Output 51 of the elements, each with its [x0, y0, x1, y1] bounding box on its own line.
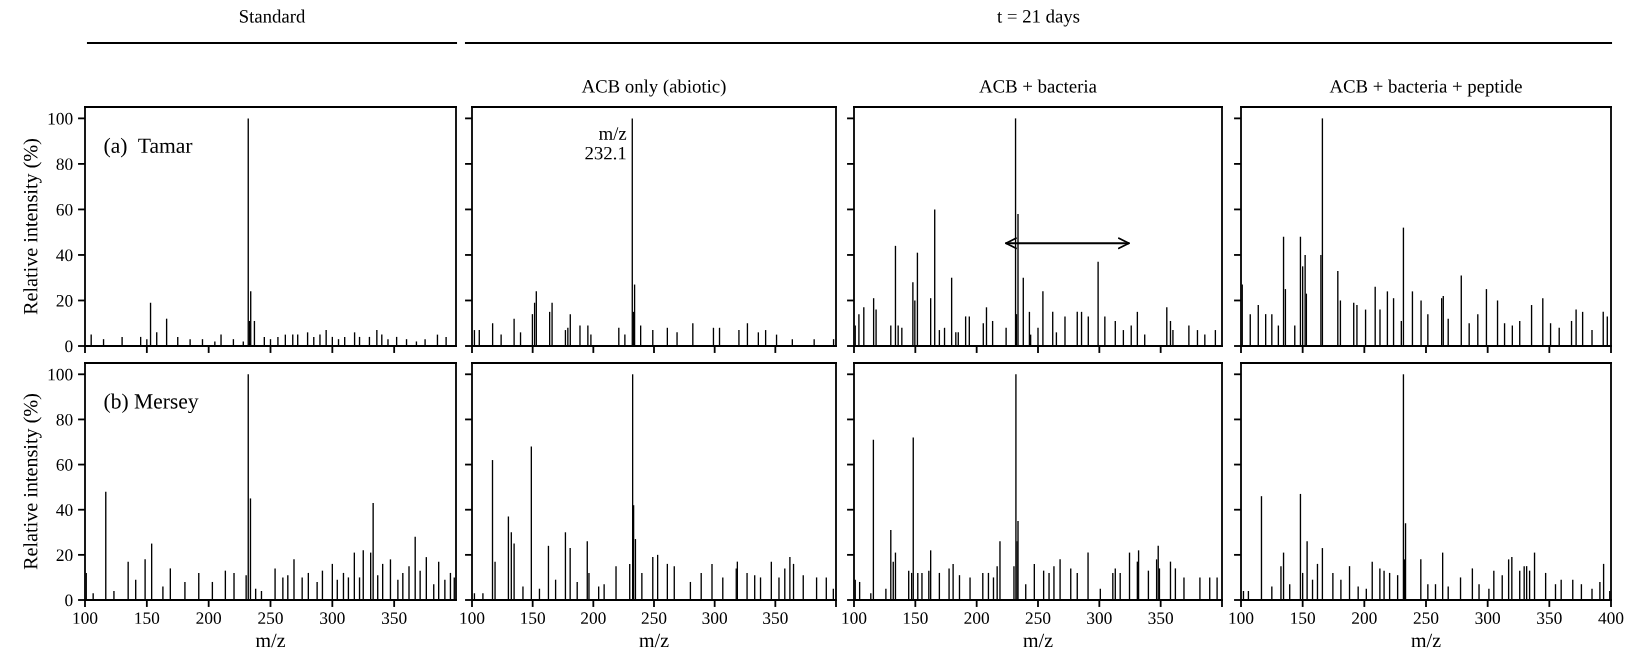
y-tick-label: 80 [56, 158, 73, 171]
x-tick-label: 300 [320, 612, 345, 625]
x-tick-label: 350 [381, 612, 407, 625]
x-tick-label: 150 [521, 612, 546, 625]
x-tick-label: 350 [1148, 612, 1174, 625]
x-tick-label: 150 [135, 612, 160, 625]
x-axis-title: m/z [639, 633, 669, 648]
x-tick-label: 400 [1598, 612, 1624, 625]
x-tick-label: 300 [1475, 612, 1501, 625]
x-axis-title: m/z [1023, 633, 1053, 648]
annotation: (b) Mersey [104, 393, 199, 414]
x-tick-label: 300 [1087, 612, 1112, 625]
y-tick-label: 100 [48, 112, 73, 125]
chart-title: Standard [239, 9, 306, 23]
x-tick-label: 200 [1352, 612, 1377, 625]
annotation: m/z 232.1 [585, 127, 627, 160]
y-tick-label: 0 [65, 340, 73, 353]
x-axis-title: m/z [255, 633, 286, 648]
chart-title: ACB + bacteria + peptide [1329, 79, 1522, 97]
y-tick-label: 40 [56, 249, 73, 262]
x-tick-label: 200 [581, 612, 606, 625]
x-tick-label: 250 [258, 612, 283, 625]
y-tick-label: 40 [56, 504, 73, 516]
x-tick-label: 350 [763, 612, 788, 625]
y-tick-label: 20 [56, 549, 73, 562]
x-tick-label: 150 [903, 612, 928, 625]
y-tick-label: 100 [48, 368, 73, 381]
chart-title: ACB only (abiotic) [581, 79, 726, 97]
x-tick-label: 300 [702, 612, 728, 625]
y-tick-label: 80 [56, 413, 73, 426]
x-tick-label: 100 [1229, 612, 1254, 625]
y-tick-label: 60 [56, 459, 73, 471]
x-tick-label: 350 [1537, 612, 1562, 625]
x-tick-label: 100 [842, 612, 867, 625]
x-tick-label: 250 [1025, 612, 1051, 625]
x-axis-title: m/z [1411, 633, 1441, 648]
x-tick-label: 200 [196, 612, 222, 625]
y-axis-title: Relative intensity (%) [23, 139, 42, 315]
x-tick-label: 100 [460, 612, 485, 625]
y-axis-title: Relative intensity (%) [23, 394, 42, 570]
chart-subtitle: ACB + bacteria [979, 79, 1097, 93]
annotation: (a) Tamar [104, 137, 193, 158]
x-tick-label: 250 [1413, 612, 1439, 625]
chart-title: t = 21 days [997, 9, 1080, 27]
x-tick-label: 150 [1291, 612, 1316, 625]
x-tick-label: 200 [964, 612, 990, 625]
x-tick-label: 250 [641, 612, 667, 625]
y-tick-label: 20 [56, 294, 73, 307]
y-tick-label: 60 [56, 203, 73, 216]
y-tick-label: 0 [65, 594, 73, 607]
x-tick-label: 100 [73, 612, 98, 625]
